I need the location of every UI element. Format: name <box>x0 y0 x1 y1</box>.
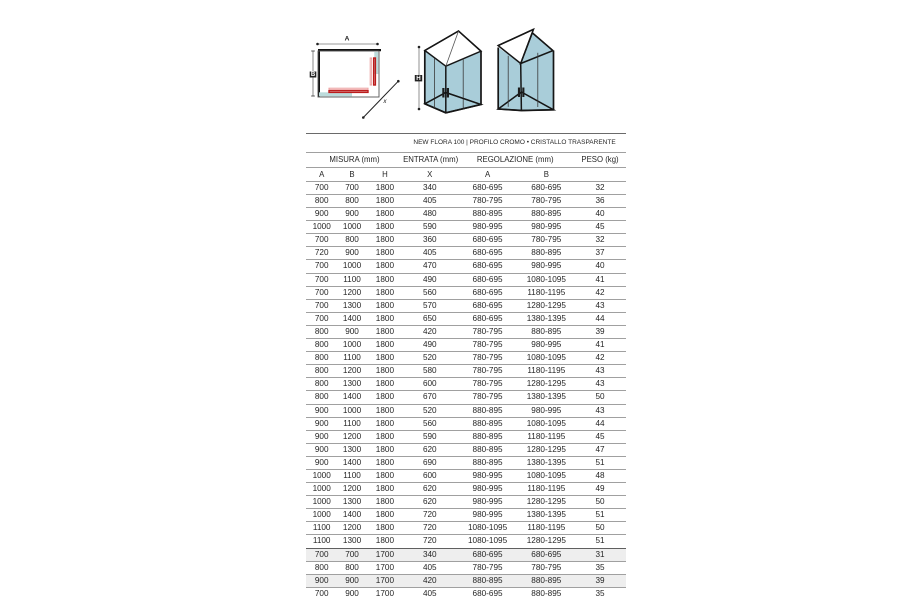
svg-text:B: B <box>311 72 316 78</box>
svg-text:x: x <box>382 98 387 105</box>
svg-text:H: H <box>416 75 421 82</box>
svg-text:A: A <box>345 36 350 43</box>
